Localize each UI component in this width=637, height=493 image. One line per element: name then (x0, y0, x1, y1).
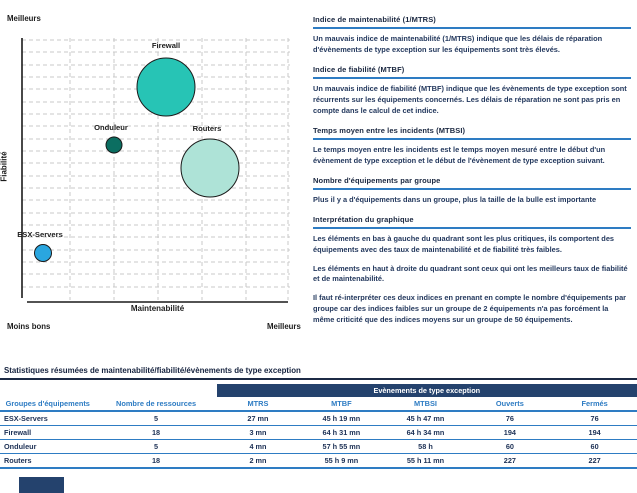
cell-fermes: 227 (552, 453, 637, 469)
header-row: Groupes d'équipements Nombre de ressourc… (0, 397, 637, 412)
section-rule (313, 27, 631, 29)
cell-mtbsi: 55 h 11 mn (383, 453, 468, 469)
col-header-ouverts: Ouverts (467, 397, 553, 412)
clipped-footer-element (19, 477, 64, 493)
info-section-group-size: Nombre d'équipements par groupe Plus il … (313, 176, 631, 206)
bubble-chart-canvas (21, 38, 290, 303)
bubble-label-routers: Routers (192, 124, 222, 133)
section-rule (313, 226, 631, 229)
cell-group: ESX-Servers (0, 411, 96, 426)
col-header-ressources: Nombre de ressources (95, 397, 217, 412)
quadrant-label-bottom-right: Meilleurs (267, 322, 301, 331)
table-row: Onduleur 5 4 mn 57 h 55 mn 58 h 60 60 (0, 439, 637, 454)
section-paragraph: Il faut ré-interpréter ces deux indices … (313, 293, 627, 325)
section-rule (313, 187, 631, 190)
section-heading: Interprétation du graphique (313, 214, 414, 224)
section-rule (313, 76, 631, 79)
cell-group: Routers (0, 453, 96, 469)
table-row: ESX-Servers 5 27 mn 45 h 19 mn 45 h 47 m… (0, 411, 637, 426)
banner-spacer (0, 384, 217, 397)
y-axis-title: Fiabilité (0, 151, 9, 182)
cell-mtrs: 4 mn (216, 439, 300, 454)
section-paragraph: Plus il y a d'équipements dans un groupe… (313, 194, 597, 204)
cell-mtbsi: 45 h 47 mn (383, 411, 468, 426)
col-header-fermes: Fermés (552, 397, 637, 412)
cell-mtbsi: 58 h (383, 439, 468, 454)
info-section-mtrs: Indice de maintenabilité (1/MTRS) Un mau… (313, 15, 631, 56)
bubble-chart: Meilleurs Moins bons Meilleurs Fiabilité… (0, 0, 308, 345)
cell-mtbsi: 64 h 34 mn (383, 425, 468, 440)
cell-fermes: 60 (552, 439, 637, 454)
info-section-mtbsi: Temps moyen entre les incidents (MTBSI) … (313, 126, 631, 167)
stats-table-title: Statistiques résumées de maintenabilité/… (4, 366, 301, 375)
cell-mtbf: 55 h 9 mn (299, 453, 384, 469)
bubble-firewall (136, 57, 196, 117)
section-paragraph: Les éléments en haut à droite du quadran… (313, 263, 628, 284)
bubble-label-firewall: Firewall (151, 41, 181, 50)
stats-table: Evènements de type exception Groupes d'é… (0, 384, 637, 469)
section-paragraph: Les éléments en bas à gauche du quadrant… (313, 233, 615, 254)
section-heading: Indice de maintenabilité (1/MTRS) (313, 15, 436, 24)
cell-mtrs: 27 mn (216, 411, 300, 426)
cell-resources: 18 (95, 453, 217, 469)
exception-events-banner: Evènements de type exception (216, 384, 637, 397)
cell-mtbf: 45 h 19 mn (299, 411, 384, 426)
x-axis-title: Maintenabilité (130, 304, 185, 313)
section-rule (313, 137, 631, 140)
section-heading: Temps moyen entre les incidents (MTBSI) (313, 125, 466, 135)
cell-mtrs: 2 mn (216, 453, 300, 469)
cell-fermes: 76 (552, 411, 637, 426)
cell-ouverts: 60 (467, 439, 553, 454)
cell-fermes: 194 (552, 425, 637, 440)
cell-mtrs: 3 mn (216, 425, 300, 440)
bubble-label-esx-servers: ESX-Servers (17, 230, 63, 239)
cell-group: Firewall (0, 425, 96, 440)
bubble-onduleur (105, 136, 123, 154)
cell-mtbf: 57 h 55 mn (299, 439, 384, 454)
table-row: Firewall 18 3 mn 64 h 31 mn 64 h 34 mn 1… (0, 425, 637, 440)
section-heading: Indice de fiabilité (MTBF) (313, 64, 405, 74)
stats-title-rule (0, 378, 637, 380)
col-header-mtbf: MTBF (299, 397, 384, 412)
bubble-routers (180, 138, 240, 198)
legend-info-panel: Indice de maintenabilité (1/MTRS) Un mau… (313, 15, 631, 335)
section-heading: Nombre d'équipements par groupe (313, 175, 441, 185)
bubble-label-onduleur: Onduleur (94, 123, 128, 132)
col-header-mtbsi: MTBSI (383, 397, 468, 412)
info-section-interpretation: Interprétation du graphique Les éléments… (313, 215, 631, 327)
section-paragraph: Le temps moyen entre les incidents est l… (313, 144, 606, 165)
banner-row: Evènements de type exception (0, 384, 637, 397)
info-section-mtbf: Indice de fiabilité (MTBF) Un mauvais in… (313, 65, 631, 117)
col-header-mtrs: MTRS (216, 397, 300, 412)
cell-ouverts: 76 (467, 411, 553, 426)
cell-resources: 18 (95, 425, 217, 440)
cell-resources: 5 (95, 411, 217, 426)
table-row: Routers 18 2 mn 55 h 9 mn 55 h 11 mn 227… (0, 453, 637, 469)
section-paragraph: Un mauvais indice de fiabilité (MTBF) in… (313, 83, 627, 115)
col-header-groupes: Groupes d'équipements (0, 397, 96, 412)
quadrant-label-top-left: Meilleurs (7, 14, 41, 23)
stats-section: Statistiques résumées de maintenabilité/… (0, 366, 637, 469)
cell-mtbf: 64 h 31 mn (299, 425, 384, 440)
cell-resources: 5 (95, 439, 217, 454)
bubble-esx-servers (34, 244, 52, 262)
cell-ouverts: 194 (467, 425, 553, 440)
quadrant-label-bottom-left: Moins bons (7, 322, 51, 331)
cell-ouverts: 227 (467, 453, 553, 469)
section-paragraph: Un mauvais indice de maintenabilité (1/M… (313, 34, 603, 54)
cell-group: Onduleur (0, 439, 96, 454)
